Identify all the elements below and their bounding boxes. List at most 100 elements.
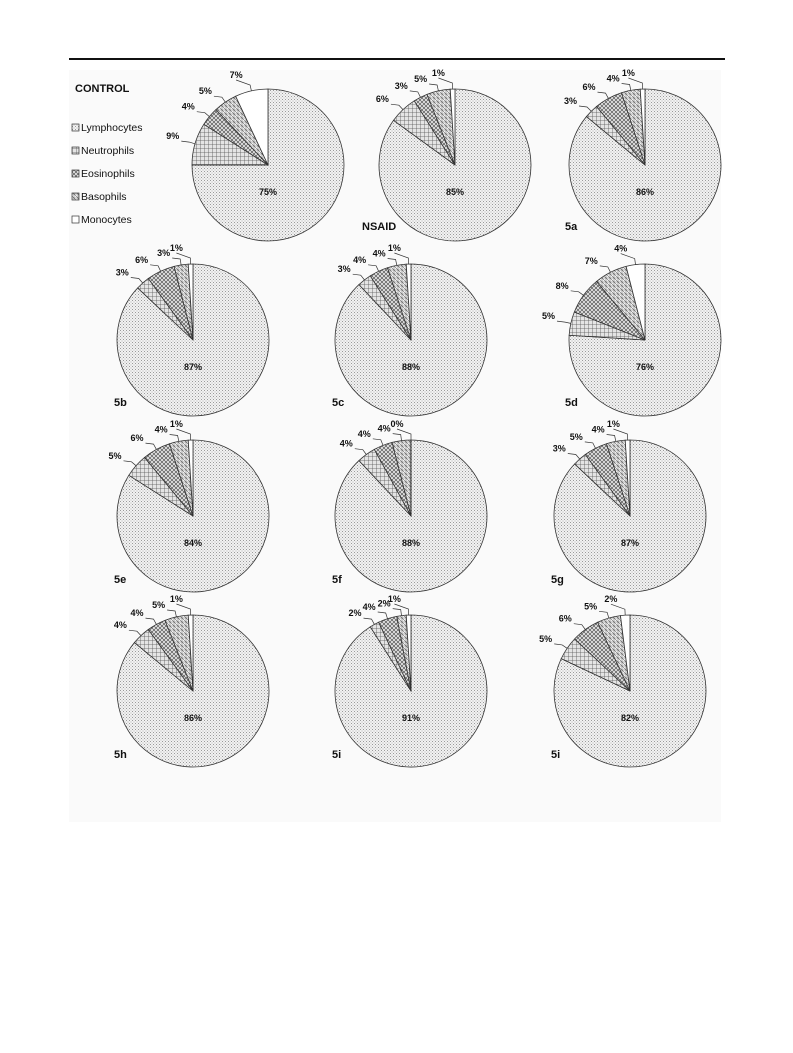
page-top-rule	[69, 58, 725, 60]
legend-item-eosinophils: Eosinophils	[71, 168, 135, 180]
pie-chart-title: 5e	[114, 574, 126, 586]
pie-slice-monocytes	[235, 88, 269, 166]
pie-value-label: 4%	[378, 424, 391, 434]
pie-value-label: 1%	[170, 594, 183, 604]
pie-value-label: 6%	[582, 82, 595, 92]
leader-line	[235, 79, 252, 91]
leader-line	[584, 441, 596, 449]
legend-swatch-lymphocytes	[71, 123, 80, 132]
pie-value-label: 1%	[170, 243, 183, 253]
leader-line	[556, 320, 571, 324]
pie-value-label: 5%	[414, 74, 427, 84]
pie-value-label: 85%	[446, 187, 464, 197]
pie-slice-monocytes	[187, 614, 194, 692]
pie-value-label: 1%	[622, 68, 635, 78]
leader-line	[438, 77, 453, 90]
pie-slice-monocytes	[639, 88, 646, 166]
legend-label-neutrophils: Neutrophils	[81, 145, 134, 157]
pie-value-label: 3%	[553, 444, 566, 454]
pie-chart: 75% 9% 4% 5% 7%	[166, 70, 345, 242]
leader-line	[354, 448, 367, 455]
pie-slice-lymphocytes	[568, 263, 722, 417]
pie-chart: 87% 3% 5% 4%1% 5g	[551, 419, 707, 593]
leader-line	[573, 623, 586, 630]
leader-line	[150, 264, 161, 272]
pie-value-label: 76%	[636, 362, 654, 372]
legend-swatch-basophils	[71, 192, 80, 201]
pie-slice-monocytes	[187, 263, 194, 341]
pie-slice-monocytes	[405, 614, 412, 692]
leader-line	[390, 103, 404, 110]
legend-item-lymphocytes: Lymphocytes	[71, 122, 142, 134]
legend-title: CONTROL	[75, 83, 130, 95]
pie-value-label: 91%	[402, 713, 420, 723]
leader-line	[352, 273, 365, 281]
pie-value-label: 2%	[378, 599, 391, 609]
leader-line	[599, 265, 611, 273]
pie-chart-title: 5f	[332, 574, 342, 586]
pie-value-label: 3%	[395, 81, 408, 91]
pie-value-label: 5%	[570, 432, 583, 442]
pie-value-label: 3%	[116, 268, 129, 278]
legend-item-neutrophils: Neutrophils	[71, 145, 134, 157]
pie-value-label: 3%	[157, 248, 170, 258]
leader-line	[377, 611, 388, 619]
pie-value-label: 9%	[166, 131, 179, 141]
leader-line	[368, 264, 379, 272]
pie-value-label: 4%	[155, 425, 168, 435]
leader-line	[606, 434, 617, 442]
leader-line	[392, 433, 402, 441]
pie-value-label: 87%	[184, 362, 202, 372]
legend-label-monocytes: Monocytes	[81, 214, 132, 226]
pie-value-label: 1%	[607, 419, 620, 429]
pie-value-label: 8%	[556, 281, 569, 291]
leader-line	[176, 603, 191, 616]
leader-line	[363, 617, 375, 625]
legend: CONTROL Lymphocytes Neutrophils Eosinoph…	[71, 83, 142, 226]
pie-value-label: 4%	[353, 255, 366, 265]
pie-value-label: 4%	[340, 439, 353, 449]
legend-label-lymphocytes: Lymphocytes	[81, 122, 142, 134]
leader-line	[567, 453, 580, 460]
pie-slice-monocytes	[405, 263, 412, 341]
legend-swatch-monocytes	[71, 215, 80, 224]
pie-chart: 85% 6% 3% 5% 1% NSAID	[362, 68, 532, 242]
pie-value-label: 4%	[182, 102, 195, 112]
leader-line	[621, 83, 632, 91]
pie-value-label: 88%	[402, 538, 420, 548]
pie-value-label: 5%	[152, 600, 165, 610]
pie-value-label: 87%	[621, 538, 639, 548]
legend-swatch-eosinophils	[71, 169, 80, 178]
pie-chart-title: 5i	[332, 749, 341, 761]
pie-value-label: 6%	[135, 255, 148, 265]
leader-line	[145, 617, 157, 625]
pie-value-label: 5%	[542, 311, 555, 321]
leader-line	[176, 252, 191, 265]
pie-value-label: 4%	[114, 620, 127, 630]
pie-value-label: 88%	[402, 362, 420, 372]
pie-chart: 82% 5% 6% 5% 2% 5i	[539, 594, 707, 768]
pie-value-label: 4%	[130, 608, 143, 618]
leader-line	[196, 111, 210, 117]
leader-line	[610, 603, 626, 616]
pie-slice-monocytes	[624, 439, 631, 517]
pie-chart-title: 5h	[114, 749, 127, 761]
pie-value-label: 4%	[363, 602, 376, 612]
leader-line	[128, 629, 142, 636]
leader-line	[213, 95, 226, 103]
pie-value-label: 2%	[604, 594, 617, 604]
pie-chart: 86% 3% 6% 4%1% 5a	[564, 68, 722, 242]
pie-value-label: 5%	[108, 451, 121, 461]
leader-line	[167, 609, 177, 617]
pie-value-label: 6%	[130, 433, 143, 443]
leader-line	[145, 442, 157, 450]
pie-chart-title: NSAID	[362, 221, 396, 233]
pie-chart-title: 5b	[114, 397, 127, 409]
pie-value-label: 4%	[614, 244, 627, 254]
pie-value-label: 5%	[584, 601, 597, 611]
pie-slice-lymphocytes	[116, 439, 270, 593]
pie-value-label: 0%	[390, 419, 403, 429]
leader-line	[169, 434, 180, 442]
pie-value-label: 75%	[259, 187, 277, 197]
